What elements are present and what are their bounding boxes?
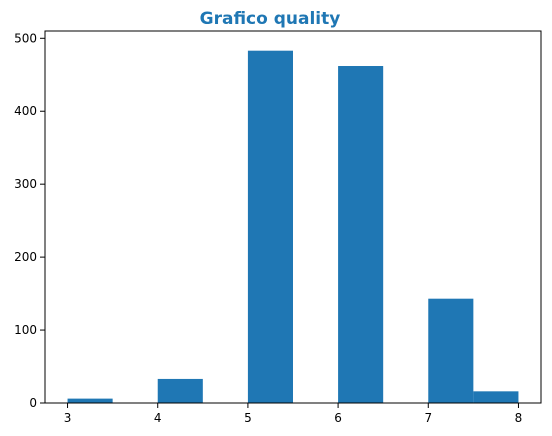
y-tick-label: 100 <box>14 323 37 337</box>
y-tick-label: 500 <box>14 31 37 45</box>
histogram-bar <box>428 298 474 403</box>
x-tick-label: 7 <box>424 411 432 425</box>
histogram-bar <box>157 378 203 403</box>
bars-group <box>67 50 519 403</box>
y-tick-label: 200 <box>14 250 37 264</box>
x-tick-label: 4 <box>154 411 162 425</box>
y-tick-label: 400 <box>14 104 37 118</box>
y-tick-label: 300 <box>14 177 37 191</box>
x-tick-label: 5 <box>244 411 252 425</box>
histogram-bar <box>473 391 519 403</box>
axes-group <box>44 30 542 404</box>
histogram-bar <box>67 398 113 403</box>
x-tick-label: 6 <box>334 411 342 425</box>
x-axis-ticks: 3 4 5 6 7 8 <box>64 403 523 425</box>
y-tick-label: 0 <box>29 396 37 410</box>
histogram-bar <box>247 50 293 403</box>
histogram-bar <box>338 66 384 403</box>
x-tick-label: 8 <box>515 411 523 425</box>
x-tick-label: 3 <box>64 411 72 425</box>
plot-frame <box>44 30 542 404</box>
chart-title: Grafico quality <box>200 9 341 29</box>
y-axis-ticks: 0 100 200 300 400 500 <box>14 31 45 410</box>
